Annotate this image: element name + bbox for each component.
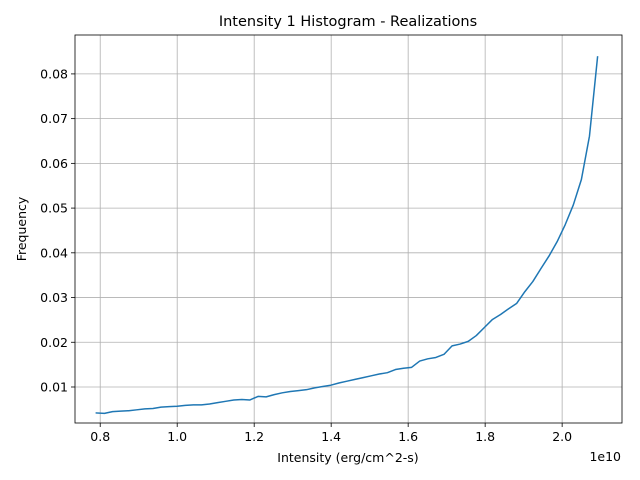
chart-title: Intensity 1 Histogram - Realizations — [219, 14, 477, 30]
grid — [75, 35, 622, 423]
x-tick-label: 1.6 — [398, 429, 418, 444]
x-axis-label: Intensity (erg/cm^2-s) — [277, 450, 418, 465]
x-tick-label: 1.0 — [167, 429, 187, 444]
y-tick-label: 0.01 — [40, 379, 68, 394]
x-tick-label: 1.4 — [321, 429, 341, 444]
tick-layer: 0.8 1.0 1.2 1.4 1.6 1.8 2.0 0.01 0.02 0.03 0.04 0.0… — [40, 66, 572, 444]
y-tick-label: 0.06 — [40, 156, 68, 171]
y-tick-label: 0.04 — [40, 245, 68, 260]
y-tick-label: 0.02 — [40, 335, 68, 350]
x-tick-label: 2.0 — [552, 429, 572, 444]
series-layer — [95, 56, 599, 415]
x-tick-label: 1.2 — [244, 429, 264, 444]
y-tick-label: 0.08 — [40, 66, 68, 81]
x-axis-offset-label: 1e10 — [589, 449, 621, 464]
y-tick-label: 0.05 — [40, 201, 68, 216]
x-tick-label: 1.8 — [475, 429, 495, 444]
y-tick-label: 0.03 — [40, 290, 68, 305]
y-tick-label: 0.07 — [40, 111, 68, 126]
series-line — [95, 56, 599, 415]
plot-frame — [74, 34, 623, 424]
x-tick-label: 0.8 — [90, 429, 110, 444]
y-axis-label: Frequency — [14, 196, 29, 261]
